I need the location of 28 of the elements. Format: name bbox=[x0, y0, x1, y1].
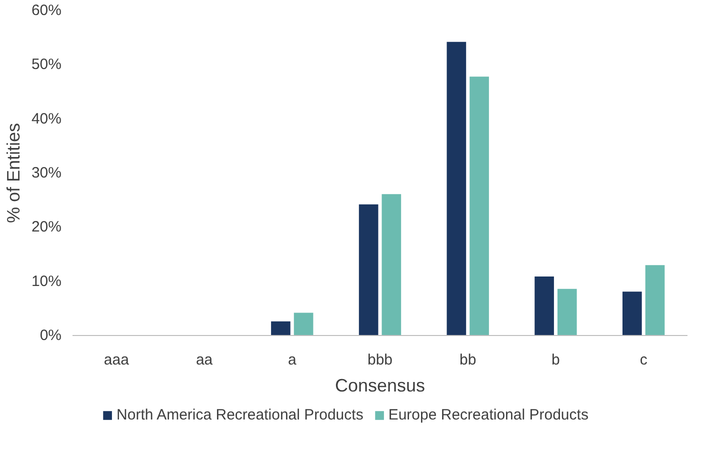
x-tick-label: c bbox=[640, 352, 648, 368]
bar bbox=[645, 265, 665, 336]
bar bbox=[534, 276, 554, 336]
y-tick-label: 0% bbox=[40, 327, 62, 344]
bar bbox=[622, 292, 642, 336]
bar bbox=[271, 321, 290, 336]
bar bbox=[446, 42, 466, 336]
y-tick-label: 50% bbox=[31, 56, 62, 74]
legend-label: Europe Recreational Products bbox=[388, 406, 588, 424]
x-tick-label: bb bbox=[460, 352, 476, 368]
x-tick-label: b bbox=[552, 352, 560, 368]
y-tick-label: 60% bbox=[31, 2, 62, 19]
bar bbox=[470, 76, 489, 336]
x-axis-title: Consensus bbox=[334, 376, 426, 396]
bar bbox=[294, 312, 314, 336]
legend-label: North America Recreational Products bbox=[116, 406, 364, 424]
y-tick-label: 10% bbox=[31, 272, 62, 290]
x-tick-label: a bbox=[288, 352, 297, 368]
y-tick-label: 20% bbox=[31, 218, 62, 236]
y-tick-label: 40% bbox=[31, 110, 62, 128]
bar bbox=[358, 204, 378, 336]
y-axis-title: % of Entities bbox=[3, 122, 24, 224]
bar bbox=[557, 288, 577, 336]
x-tick-label: bbb bbox=[367, 352, 393, 368]
x-tick-label: aa bbox=[196, 352, 214, 368]
y-tick-label: 30% bbox=[31, 164, 62, 182]
bar bbox=[382, 194, 402, 336]
x-tick-label: aaa bbox=[104, 352, 130, 368]
